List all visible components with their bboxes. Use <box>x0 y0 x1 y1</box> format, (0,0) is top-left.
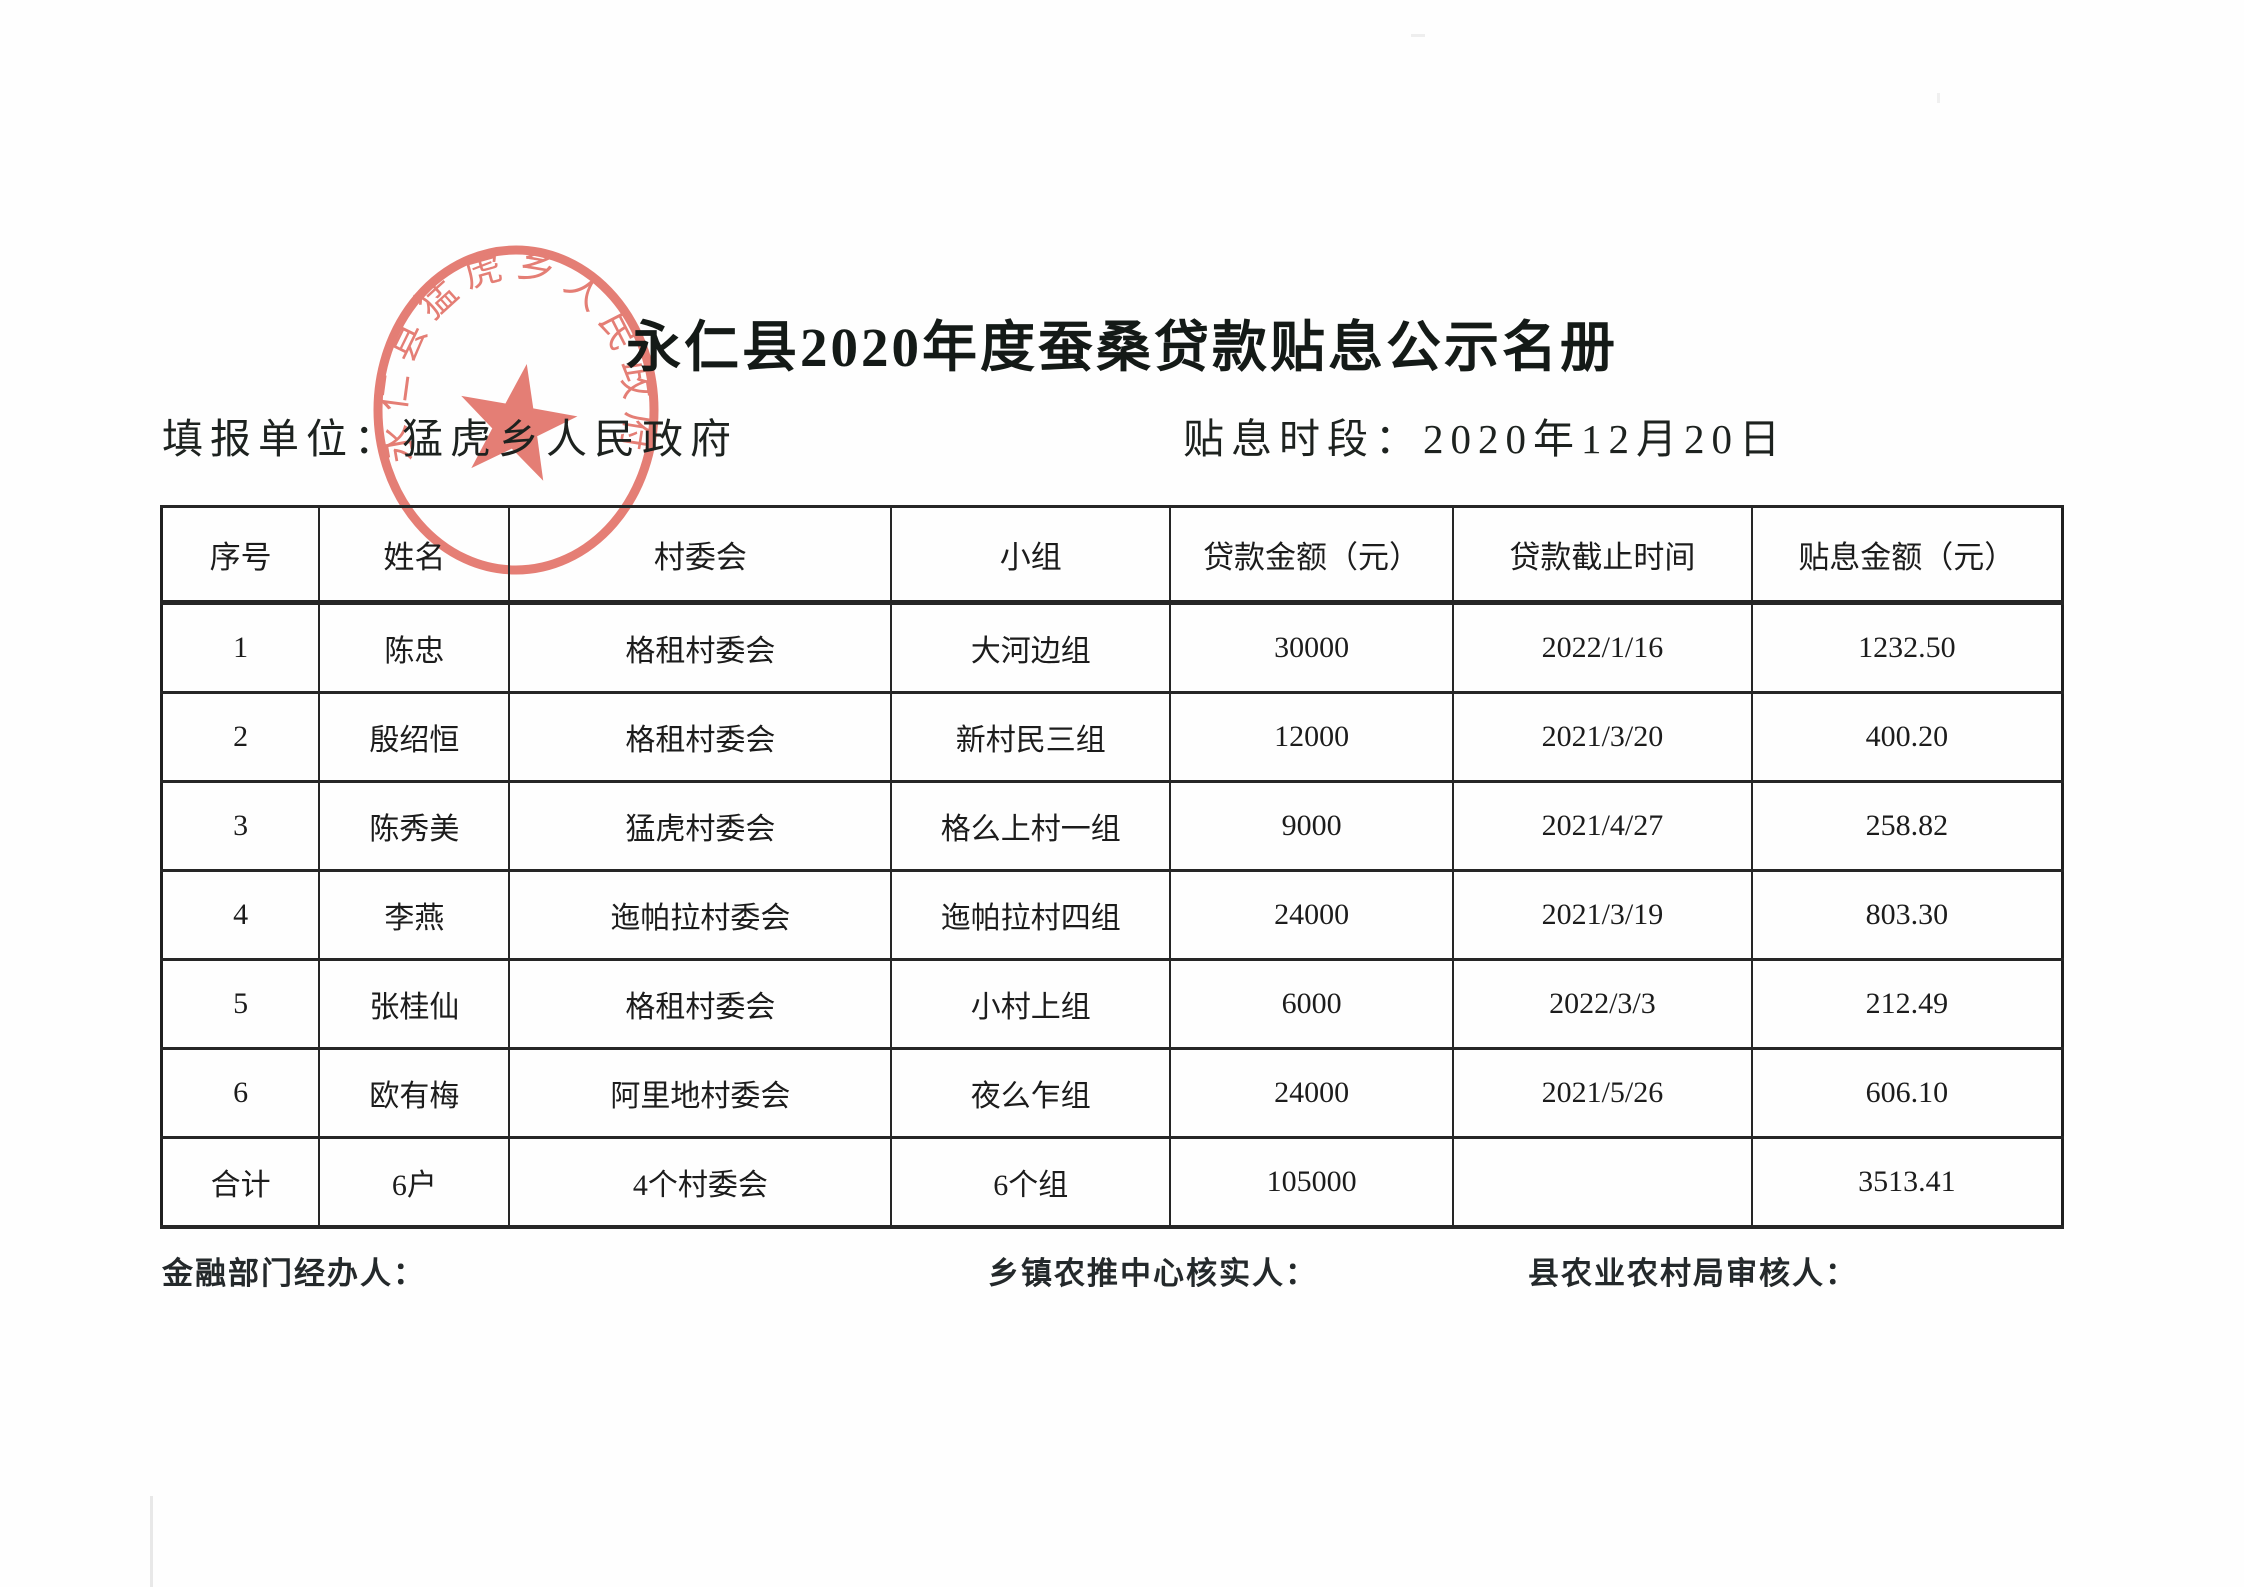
table-cell: 大河边组 <box>890 601 1171 694</box>
column-header: 姓名 <box>318 505 511 605</box>
column-header: 贷款金额（元） <box>1168 505 1455 605</box>
table-cell: 6000 <box>1168 958 1455 1050</box>
table-cell: 803.30 <box>1750 869 2064 961</box>
table-cell: 猛虎村委会 <box>508 780 893 872</box>
table-cell: 格租村委会 <box>508 691 893 783</box>
table-cell: 3513.41 <box>1750 1136 2064 1229</box>
table-cell: 5 <box>160 958 321 1050</box>
table-cell: 新村民三组 <box>890 691 1171 783</box>
header-row: 序号 姓名 村委会 小组 贷款金额（元） 贷款截止时间 贴息金额（元） <box>160 505 2064 605</box>
table-cell: 1 <box>160 601 321 694</box>
table-cell: 2021/3/20 <box>1452 691 1753 783</box>
scan-artifact <box>150 1496 153 1587</box>
report-unit-value: 猛虎乡人民政府 <box>402 416 738 462</box>
scan-artifact <box>1411 34 1425 37</box>
table-cell: 6户 <box>318 1136 511 1229</box>
table-cell: 欧有梅 <box>318 1047 511 1139</box>
table-cell: 2021/4/27 <box>1452 780 1753 872</box>
table-cell: 105000 <box>1168 1136 1455 1229</box>
total-row: 合计 6户 4个村委会 6个组 105000 3513.41 <box>160 1136 2064 1229</box>
column-header: 村委会 <box>508 505 893 605</box>
table-cell: 24000 <box>1168 1047 1455 1139</box>
table-cell: 殷绍恒 <box>318 691 511 783</box>
table-cell <box>1452 1136 1753 1229</box>
table-cell: 4个村委会 <box>508 1136 893 1229</box>
report-unit-label: 填报单位： <box>162 416 402 462</box>
table-cell: 2021/5/26 <box>1452 1047 1753 1139</box>
table-cell: 陈忠 <box>318 601 511 694</box>
column-header: 序号 <box>160 505 321 605</box>
table-cell: 2022/1/16 <box>1452 601 1753 694</box>
table-row: 5 张桂仙 格租村委会 小村上组 6000 2022/3/3 212.49 <box>160 958 2064 1050</box>
table-cell: 格么上村一组 <box>890 780 1171 872</box>
table-cell: 格租村委会 <box>508 601 893 694</box>
table-cell: 4 <box>160 869 321 961</box>
table-cell: 合计 <box>160 1136 321 1229</box>
table-cell: 2 <box>160 691 321 783</box>
table-cell: 格租村委会 <box>508 958 893 1050</box>
table-cell: 6 <box>160 1047 321 1139</box>
table-cell: 夜么乍组 <box>890 1047 1171 1139</box>
table-cell: 30000 <box>1168 601 1455 694</box>
table-cell: 阿里地村委会 <box>508 1047 893 1139</box>
table-row: 2 殷绍恒 格租村委会 新村民三组 12000 2021/3/20 400.20 <box>160 691 2064 783</box>
table-row: 4 李燕 迤帕拉村委会 迤帕拉村四组 24000 2021/3/19 803.30 <box>160 869 2064 961</box>
table-cell: 400.20 <box>1750 691 2064 783</box>
column-header: 小组 <box>890 505 1171 605</box>
scan-artifact <box>1937 93 1940 103</box>
table-row: 3 陈秀美 猛虎村委会 格么上村一组 9000 2021/4/27 258.82 <box>160 780 2064 872</box>
table-row: 6 欧有梅 阿里地村委会 夜么乍组 24000 2021/5/26 606.10 <box>160 1047 2064 1139</box>
column-header: 贷款截止时间 <box>1452 505 1753 605</box>
county-reviewer-label: 县农业农村局审核人： <box>1528 1256 1858 1291</box>
table-row: 1 陈忠 格租村委会 大河边组 30000 2022/1/16 1232.50 <box>160 601 2064 694</box>
table-cell: 9000 <box>1168 780 1455 872</box>
page-title: 永仁县2020年度蚕桑贷款贴息公示名册 <box>625 317 1618 378</box>
table-cell: 1232.50 <box>1750 601 2064 694</box>
table-cell: 258.82 <box>1750 780 2064 872</box>
financial-handler-label: 金融部门经办人： <box>162 1256 426 1291</box>
table-cell: 12000 <box>1168 691 1455 783</box>
table-cell: 606.10 <box>1750 1047 2064 1139</box>
loan-subsidy-table: 序号 姓名 村委会 小组 贷款金额（元） 贷款截止时间 贴息金额（元） 1 陈忠 格租村委会 大河… <box>160 505 2064 1229</box>
township-verifier-label: 乡镇农推中心核实人： <box>988 1256 1318 1291</box>
table-cell: 2021/3/19 <box>1452 869 1753 961</box>
table-cell: 小村上组 <box>890 958 1171 1050</box>
table-cell: 24000 <box>1168 869 1455 961</box>
subsidy-period-value: 2020年12月20日 <box>1423 416 1787 462</box>
table-cell: 陈秀美 <box>318 780 511 872</box>
column-header: 贴息金额（元） <box>1750 505 2064 605</box>
report-unit: 填报单位：猛虎乡人民政府 <box>162 405 738 465</box>
table-cell: 2022/3/3 <box>1452 958 1753 1050</box>
table-cell: 李燕 <box>318 869 511 961</box>
table-cell: 6个组 <box>890 1136 1171 1229</box>
table-cell: 212.49 <box>1750 958 2064 1050</box>
subsidy-period: 贴息时段：2020年12月20日 <box>1183 405 1787 465</box>
table-cell: 张桂仙 <box>318 958 511 1050</box>
table-cell: 迤帕拉村委会 <box>508 869 893 961</box>
table-cell: 3 <box>160 780 321 872</box>
table-cell: 迤帕拉村四组 <box>890 869 1171 961</box>
subsidy-period-label: 贴息时段： <box>1183 416 1423 462</box>
